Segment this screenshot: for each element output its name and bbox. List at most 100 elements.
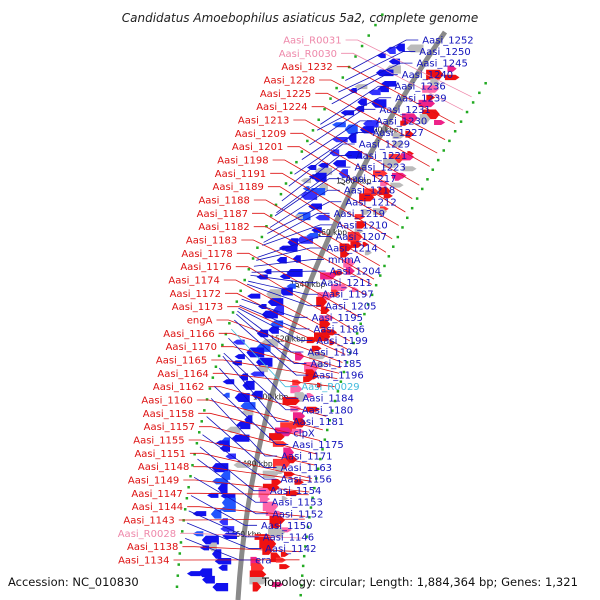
grid-dot <box>304 545 307 548</box>
grid-dot <box>426 178 429 181</box>
gene-label: Aasi_1188 <box>198 196 249 207</box>
gene-feature <box>292 412 306 421</box>
gene-feature <box>268 326 279 334</box>
gene-feature <box>419 114 431 124</box>
grid-dot <box>191 463 194 467</box>
gene-feature <box>251 563 265 573</box>
grid-dot <box>289 171 293 175</box>
gene-label: Aasi_1194 <box>307 348 358 359</box>
gene-leader-line <box>199 426 318 455</box>
gene-feature <box>332 270 344 276</box>
grid-dot <box>465 110 469 114</box>
accession-text: Accession: NC_010830 <box>8 575 139 589</box>
gene-label: Aasi_1187 <box>197 209 248 220</box>
gene-label: Aasi_1178 <box>181 249 232 260</box>
gene-leader-line <box>267 186 387 253</box>
gene-label: Aasi_1189 <box>213 182 264 193</box>
gene-leader-line <box>248 280 319 295</box>
gene-leader-line <box>193 466 312 482</box>
grid-dot <box>185 497 189 500</box>
grid-dot <box>311 496 314 500</box>
gene-feature <box>303 376 313 383</box>
grid-dot <box>309 506 313 509</box>
gene-leader-line <box>186 522 262 549</box>
grid-dot <box>300 584 303 587</box>
gene-leader-line <box>338 62 413 93</box>
gene-leader-line <box>231 328 298 388</box>
gene-leader-line <box>252 212 375 280</box>
gene-feature <box>214 557 232 565</box>
gene-label: Aasi_1181 <box>293 417 344 428</box>
gene-leader-line <box>294 132 369 175</box>
gene-label: Aasi_1156 <box>281 475 332 486</box>
gene-leader-line <box>222 355 289 422</box>
gene-leader-line <box>186 492 309 496</box>
grid-dot <box>260 235 264 239</box>
gene-label: Aasi_1184 <box>302 394 353 405</box>
grid-dot <box>256 246 259 249</box>
gene-leader-line <box>228 337 299 399</box>
gene-label: Aasi_1164 <box>157 369 208 380</box>
gene-feature <box>221 497 236 508</box>
gene-leader-line <box>218 332 341 369</box>
gene-feature <box>392 141 405 147</box>
gene-leader-line <box>270 172 393 240</box>
gene-feature <box>345 267 355 275</box>
gene-leader-line <box>246 283 322 307</box>
gene-feature <box>385 46 396 54</box>
gene-label: Aasi_R0029 <box>301 382 359 393</box>
gene-feature <box>186 571 201 577</box>
gene-leader-line <box>239 304 310 330</box>
gene-label: Aasi_1182 <box>198 222 249 233</box>
gene-feature <box>388 58 401 65</box>
gene-feature <box>332 160 346 167</box>
gene-feature <box>207 542 217 552</box>
gene-label: Aasi_1176 <box>180 262 231 273</box>
gene-label: Aasi_1146 <box>263 532 314 543</box>
gene-feature <box>296 236 314 244</box>
grid-dot <box>203 409 206 412</box>
gene-label: Aasi_1163 <box>281 463 332 474</box>
gene-leader-line <box>187 506 306 517</box>
gene-leader-line <box>198 412 321 442</box>
gene-feature <box>269 433 285 441</box>
grid-dot <box>392 245 395 248</box>
gene-feature <box>434 119 446 125</box>
gene-feature <box>406 44 424 53</box>
gene-label: Aasi_1219 <box>334 209 385 220</box>
gene-label: Aasi_1158 <box>143 409 194 420</box>
gene-leader-line <box>185 537 252 561</box>
gene-label: Aasi_1197 <box>322 290 373 301</box>
gene-label: Aasi_R0028 <box>118 529 176 540</box>
gene-label: Aasi_1196 <box>312 371 363 382</box>
gene-feature <box>269 515 286 525</box>
gene-feature <box>373 170 388 177</box>
gene-label: Aasi_1185 <box>310 359 361 370</box>
kbp-ticks: 1600 kbp 1580 kbp 1560 kbp 1540 kbp 1520 kbp… <box>175 13 487 597</box>
gene-feature <box>249 570 267 579</box>
gene-leader-line <box>315 92 438 154</box>
gene-label: Aasi_1217 <box>345 174 396 185</box>
gene-feature <box>212 582 229 592</box>
gene-feature <box>218 564 228 571</box>
gene-label: Aasi_1214 <box>326 244 377 255</box>
grid-dot <box>431 168 435 171</box>
gene-label: Aasi_1195 <box>312 313 363 324</box>
gene-feature <box>380 81 397 87</box>
grid-dot <box>387 255 391 258</box>
grid-dot <box>328 419 331 422</box>
gene-leader-line <box>345 51 416 81</box>
grid-dot <box>221 343 224 347</box>
gene-label: Aasi_1191 <box>215 169 266 180</box>
gene-leader-line <box>235 266 354 331</box>
grid-dot <box>316 467 320 470</box>
grid-dot <box>436 158 440 162</box>
gene-label: Aasi_1149 <box>128 476 179 487</box>
grid-dot <box>178 552 182 555</box>
gene-feature <box>252 582 262 592</box>
gene-feature <box>383 159 399 168</box>
left-gene-labels: Aasi_R0031Aasi_R0030Aasi_1232Aasi_1228Aa… <box>118 36 472 567</box>
gene-leader-line <box>227 306 346 355</box>
grid-dot <box>301 564 305 568</box>
